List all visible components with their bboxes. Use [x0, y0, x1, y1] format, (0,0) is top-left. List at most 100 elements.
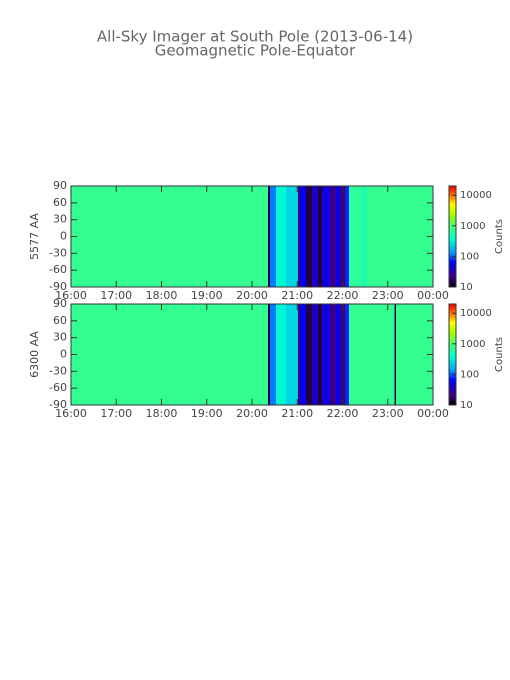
colorbar-cell — [449, 344, 456, 347]
colorbar-cell — [449, 322, 456, 325]
colorbar-cell — [449, 324, 456, 327]
colorbar-cell — [449, 337, 456, 340]
colorbar-cell — [449, 214, 456, 217]
colorbar-cell — [449, 352, 456, 355]
y-tick-label: 30 — [53, 213, 67, 226]
colorbar-cell — [449, 384, 456, 387]
colorbar-cell — [449, 369, 456, 372]
colorbar-cell — [449, 379, 456, 382]
colorbar-cell — [449, 229, 456, 232]
colorbar-cell — [449, 362, 456, 366]
colorbar-cell — [449, 310, 456, 313]
heatmap-band — [267, 186, 271, 287]
colorbar-cell — [449, 371, 456, 374]
x-tick-label: 20:00 — [236, 289, 268, 302]
colorbar-cell — [449, 268, 456, 271]
heatmap-band — [305, 304, 313, 405]
y-tick-label: 0 — [60, 230, 67, 243]
heatmap-band — [305, 186, 313, 287]
heatmap-band — [270, 186, 276, 287]
colorbar-tick-label: 100 — [460, 369, 479, 380]
colorbar-tick-label: 1000 — [460, 221, 485, 232]
colorbar-cell — [449, 285, 456, 288]
colorbar-cell — [449, 266, 456, 269]
heatmap-band — [298, 304, 300, 405]
colorbar-cell — [449, 204, 456, 207]
colorbar-cell — [449, 260, 456, 263]
colorbar-cell — [449, 231, 456, 234]
heatmap-band — [394, 304, 396, 405]
colorbar-tick-label: 10 — [460, 282, 473, 293]
heatmap-band — [275, 186, 286, 287]
heatmap-band — [345, 304, 349, 405]
colorbar-cell — [449, 386, 456, 389]
colorbar-cell — [449, 332, 456, 335]
colorbar-cell — [449, 314, 456, 317]
x-tick-label: 16:00 — [55, 289, 87, 302]
colorbar-tick-label: 10000 — [460, 308, 492, 319]
y-tick-label: 0 — [60, 348, 67, 361]
heatmap-band — [322, 304, 330, 405]
colorbar-cell — [449, 261, 456, 264]
x-tick-label: 23:00 — [372, 289, 404, 302]
colorbar-cell — [449, 207, 456, 211]
colorbar-cell — [449, 206, 456, 209]
colorbar-cell — [449, 265, 456, 268]
colorbar-cell — [449, 238, 456, 241]
colorbar-cell — [449, 263, 456, 266]
heatmap-band — [395, 304, 433, 405]
colorbar-cell — [449, 216, 456, 219]
heatmap-band — [322, 186, 330, 287]
heatmap-band — [318, 186, 323, 287]
colorbar-cell — [449, 354, 456, 357]
colorbar-cell — [449, 211, 456, 214]
colorbar-cell — [449, 396, 456, 399]
heatmap-band — [71, 304, 268, 405]
colorbar-cell — [449, 275, 456, 278]
heatmap-band — [299, 186, 306, 287]
colorbar-cell — [449, 325, 456, 329]
colorbar-cell — [449, 212, 456, 216]
colorbar-cell — [449, 393, 456, 396]
colorbar-cell — [449, 388, 456, 391]
colorbar-cell — [449, 351, 456, 354]
colorbar-cell — [449, 226, 456, 229]
colorbar-cell — [449, 236, 456, 239]
heatmap-band — [339, 304, 346, 405]
y-tick-label: -30 — [49, 364, 67, 377]
colorbar-cell — [449, 281, 456, 285]
colorbar-cell — [449, 246, 456, 249]
colorbar-cell — [449, 217, 456, 221]
chart-title: All-Sky Imager at South Pole (2013-06-14… — [97, 28, 413, 46]
colorbar-cell — [449, 319, 456, 322]
colorbar-cell — [449, 383, 456, 386]
colorbar-cell — [449, 305, 456, 308]
colorbar-cell — [449, 219, 456, 222]
y-tick-label: 90 — [53, 179, 67, 192]
heatmap-band — [275, 304, 286, 405]
colorbar-cell — [449, 359, 456, 362]
x-tick-label: 19:00 — [191, 289, 223, 302]
heatmap-band — [345, 186, 349, 287]
colorbar-cell — [449, 346, 456, 349]
colorbar-cell — [449, 283, 456, 286]
heatmap-band — [299, 304, 306, 405]
colorbar-cell — [449, 356, 456, 359]
colorbar-cell — [449, 367, 456, 371]
colorbar-cell — [449, 201, 456, 204]
y-tick-label: 60 — [53, 196, 67, 209]
colorbar-cell — [449, 249, 456, 253]
x-tick-label: 00:00 — [417, 289, 449, 302]
heatmap-band — [298, 186, 300, 287]
y-tick-label: -60 — [49, 381, 67, 394]
colorbar-cell — [449, 196, 456, 199]
heatmap-band — [339, 186, 346, 287]
colorbar-cell — [449, 364, 456, 367]
colorbar-cell — [449, 394, 456, 398]
y-axis-label: 5577 AA — [28, 213, 41, 260]
colorbar-cell — [449, 327, 456, 330]
heatmap-band — [312, 304, 319, 405]
colorbar-cell — [449, 233, 456, 236]
colorbar-cell — [449, 186, 456, 189]
